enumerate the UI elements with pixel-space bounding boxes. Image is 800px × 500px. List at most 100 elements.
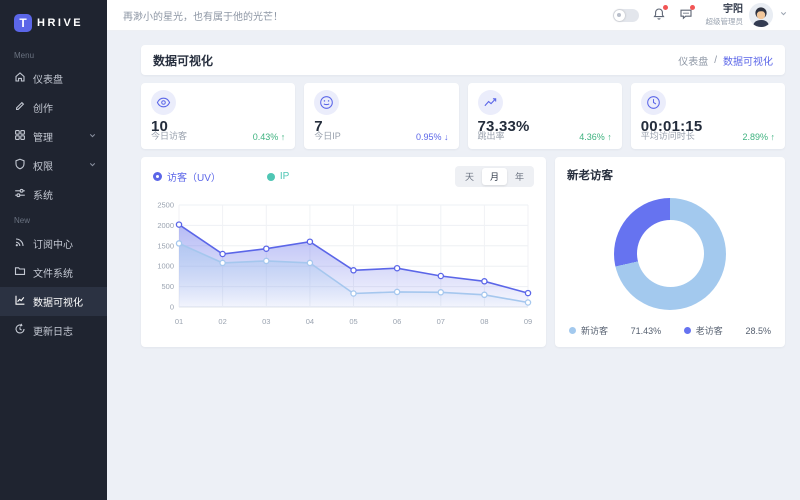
sidebar-item-label: 权限 bbox=[33, 162, 53, 173]
breadcrumb: 仪表盘 / 数据可视化 bbox=[678, 53, 773, 68]
stat-label: 今日IP bbox=[314, 131, 341, 141]
sidebar-item-visualization[interactable]: 数据可视化 bbox=[0, 287, 107, 316]
stat-delta: 0.43% ↑ bbox=[252, 132, 286, 142]
arrow-up-icon: ↑ bbox=[280, 132, 286, 142]
sidebar-item-management[interactable]: 管理 bbox=[0, 122, 107, 151]
legend-item-old-visitors[interactable]: 老访客 bbox=[683, 324, 723, 337]
sidebar-item-label: 系统 bbox=[33, 191, 53, 202]
sidebar-item-label: 管理 bbox=[33, 133, 53, 144]
svg-text:01: 01 bbox=[175, 317, 183, 326]
clock-icon bbox=[640, 90, 666, 115]
stat-value: 7 bbox=[314, 118, 323, 135]
sidebar-section-menu: Menu bbox=[14, 51, 35, 60]
legend-dot bbox=[569, 327, 576, 334]
page-header: 数据可视化 仪表盘 / 数据可视化 bbox=[141, 45, 785, 75]
page-title: 数据可视化 bbox=[153, 53, 214, 68]
sliders-icon bbox=[14, 187, 26, 202]
arrow-up-icon: ↑ bbox=[770, 132, 776, 142]
svg-text:1500: 1500 bbox=[157, 241, 174, 250]
stat-value: 73.33% bbox=[477, 118, 530, 135]
svg-text:09: 09 bbox=[524, 317, 532, 326]
sidebar-item-changelog[interactable]: 更新日志 bbox=[0, 316, 107, 345]
sidebar-item-label: 更新日志 bbox=[33, 327, 73, 338]
stat-card-ip: 7 今日IP 0.95% ↓ bbox=[304, 83, 459, 149]
sidebar-item-files[interactable]: 文件系统 bbox=[0, 258, 107, 287]
svg-text:500: 500 bbox=[161, 282, 174, 291]
radio-ip[interactable]: IP bbox=[266, 171, 290, 182]
folder-icon bbox=[14, 265, 26, 280]
rss-icon bbox=[14, 236, 26, 251]
brand-name: HRIVE bbox=[37, 17, 84, 29]
notifications-button[interactable] bbox=[652, 4, 668, 24]
tab-day[interactable]: 天 bbox=[464, 172, 474, 182]
breadcrumb-separator: / bbox=[714, 54, 717, 66]
sidebar-item-label: 仪表盘 bbox=[33, 75, 63, 86]
brand-logo[interactable]: T HRIVE bbox=[0, 6, 107, 44]
sidebar-item-creation[interactable]: 创作 bbox=[0, 93, 107, 122]
chevron-down-icon bbox=[779, 9, 788, 21]
stat-card-avg-duration: 00:01:15 平均访问时长 2.89% ↑ bbox=[630, 83, 785, 149]
sidebar-section-new: New bbox=[14, 216, 31, 225]
theme-toggle-knob bbox=[613, 9, 625, 21]
stat-label: 跳出率 bbox=[477, 131, 505, 141]
sidebar-item-dashboard[interactable]: 仪表盘 bbox=[0, 64, 107, 93]
chevron-down-icon bbox=[88, 131, 97, 143]
trend-icon bbox=[477, 90, 503, 115]
chat-icon bbox=[679, 7, 693, 24]
home-icon bbox=[14, 71, 26, 86]
arrow-down-icon: ↓ bbox=[444, 132, 449, 142]
visit-chart-header: 访客（UV） IP 天 月 年 bbox=[153, 166, 534, 187]
user-info: 宇阳 超级管理员 bbox=[706, 4, 744, 26]
visit-trend-card: 访客（UV） IP 天 月 年 0 500 1000 1500 20 bbox=[141, 157, 546, 347]
stat-label: 平均访问时长 bbox=[640, 131, 695, 141]
stat-card-visitors: 10 今日访客 0.43% ↑ bbox=[141, 83, 296, 149]
user-menu[interactable]: 宇阳 超级管理员 bbox=[706, 3, 789, 27]
legend-item-new-visitors[interactable]: 新访客 bbox=[569, 324, 608, 337]
svg-text:07: 07 bbox=[437, 317, 445, 326]
topbar: 再渺小的星光，也有属于他的光芒！ 宇阳 超级管理员 bbox=[107, 0, 800, 31]
stat-value: 10 bbox=[151, 118, 169, 135]
tab-month[interactable]: 月 bbox=[481, 168, 507, 185]
topbar-actions: 宇阳 超级管理员 bbox=[612, 3, 789, 27]
stat-card-bounce-rate: 73.33% 跳出率 4.36% ↑ bbox=[467, 83, 622, 149]
stat-value: 00:01:15 bbox=[640, 118, 703, 135]
tab-year[interactable]: 年 bbox=[514, 172, 524, 182]
stat-cards-row: 10 今日访客 0.43% ↑ 7 今日IP 0.95% ↓ 73.33% 跳出… bbox=[141, 83, 785, 149]
sidebar-item-label: 创作 bbox=[33, 104, 53, 115]
svg-text:06: 06 bbox=[393, 317, 401, 326]
radio-uv[interactable]: 访客（UV） bbox=[153, 169, 221, 184]
pencil-icon bbox=[14, 100, 26, 115]
sidebar-item-label: 订阅中心 bbox=[33, 240, 73, 251]
svg-text:02: 02 bbox=[218, 317, 226, 326]
svg-text:05: 05 bbox=[349, 317, 357, 326]
radio-ip-label: IP bbox=[279, 171, 290, 182]
donut-chart bbox=[614, 197, 726, 310]
sidebar-item-system[interactable]: 系统 bbox=[0, 180, 107, 209]
theme-toggle[interactable] bbox=[612, 8, 639, 22]
svg-text:2000: 2000 bbox=[157, 221, 174, 230]
sidebar-item-label: 数据可视化 bbox=[33, 298, 83, 309]
visit-line-chart: 0 500 1000 1500 2000 2500 01 02 03 04 05 06 07 08 09 bbox=[153, 195, 534, 336]
svg-text:08: 08 bbox=[480, 317, 488, 326]
radio-uv-label: 访客（UV） bbox=[167, 173, 221, 184]
notification-badge bbox=[662, 4, 668, 10]
stat-delta: 4.36% ↑ bbox=[579, 132, 612, 142]
legend-value-new: 71.43% bbox=[630, 325, 662, 336]
sidebar-item-subscription[interactable]: 订阅中心 bbox=[0, 229, 107, 258]
svg-text:0: 0 bbox=[170, 303, 174, 312]
message-badge bbox=[689, 4, 695, 10]
sidebar-item-permissions[interactable]: 权限 bbox=[0, 151, 107, 180]
stat-delta: 2.89% ↑ bbox=[742, 132, 775, 142]
brand-logo-icon: T bbox=[14, 14, 32, 32]
bell-icon bbox=[652, 7, 666, 24]
period-segmented-control: 天 月 年 bbox=[454, 166, 534, 187]
breadcrumb-item-dashboard[interactable]: 仪表盘 bbox=[678, 56, 709, 68]
donut-area bbox=[567, 183, 773, 324]
messages-button[interactable] bbox=[679, 4, 695, 24]
shield-icon bbox=[14, 158, 26, 173]
eye-icon bbox=[151, 90, 176, 115]
user-name: 宇阳 bbox=[723, 4, 743, 16]
radio-selected-icon bbox=[153, 172, 162, 181]
history-icon bbox=[14, 323, 26, 338]
arrow-up-icon: ↑ bbox=[607, 132, 612, 142]
